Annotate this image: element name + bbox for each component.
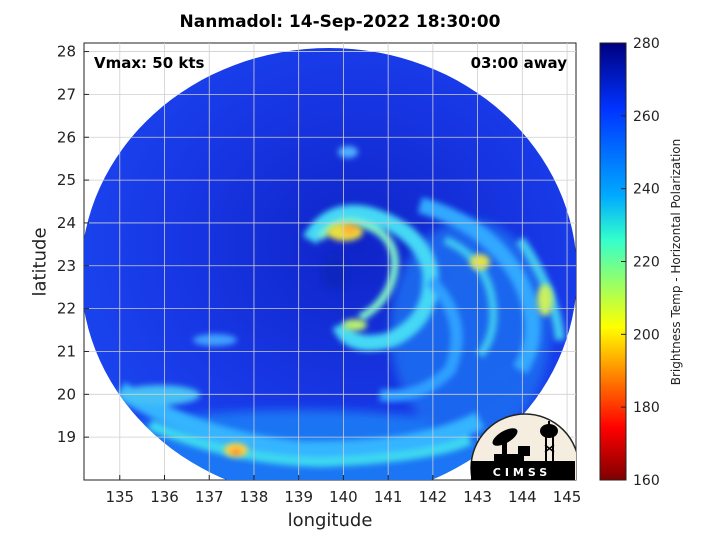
y-tick-label: 26	[57, 128, 76, 146]
y-tick-label: 21	[57, 342, 76, 360]
y-tick-label: 20	[57, 385, 76, 403]
map-title: Nanmadol: 14-Sep-2022 18:30:00	[179, 12, 501, 32]
brightness-temperature-swath	[84, 48, 576, 480]
x-tick-label: 138	[240, 488, 269, 506]
y-tick-label: 22	[57, 300, 76, 318]
colorbar-tick-label: 160	[633, 473, 660, 489]
vmax-annotation: Vmax: 50 kts	[94, 54, 204, 72]
y-tick-label: 24	[57, 214, 76, 232]
colorbar-tick-label: 240	[633, 182, 660, 198]
x-tick-label: 135	[105, 488, 134, 506]
svg-text:CIMSS: CIMSS	[493, 466, 551, 479]
colorbar-tick-label: 260	[633, 109, 660, 125]
colorbar: 160 180 200 220 240 260 280	[599, 36, 660, 489]
x-tick-label: 141	[374, 488, 403, 506]
colorbar-tick-label: 220	[633, 255, 660, 271]
colorbar-label: Brightness Temp - Horizontal Polarizatio…	[669, 138, 683, 386]
x-tick-label: 140	[329, 488, 358, 506]
x-tick-label: 144	[508, 488, 537, 506]
y-axis: 19 20 21 22 23 24 25 26 27 28	[57, 43, 89, 446]
map-grid	[84, 43, 576, 480]
time-away-annotation: 03:00 away	[471, 54, 568, 72]
x-tick-label: 143	[463, 488, 492, 506]
x-tick-label: 139	[284, 488, 313, 506]
x-tick-label: 142	[419, 488, 448, 506]
colorbar-tick-label: 180	[633, 400, 660, 416]
x-axis-label: longitude	[287, 510, 373, 531]
y-tick-label: 27	[57, 85, 76, 103]
x-axis: 135 136 137 138 139 140 141 142 143 144 145	[105, 475, 581, 506]
y-tick-label: 28	[57, 43, 76, 61]
y-tick-label: 25	[57, 171, 76, 189]
colorbar-tick-label: 280	[633, 36, 660, 52]
colorbar-tick-label: 200	[633, 327, 660, 343]
y-tick-label: 23	[57, 257, 76, 275]
x-tick-label: 145	[553, 488, 582, 506]
x-tick-label: 137	[195, 488, 224, 506]
y-tick-label: 19	[57, 428, 76, 446]
x-tick-label: 136	[150, 488, 179, 506]
cimss-logo: CIMSS	[470, 413, 576, 480]
y-axis-label: latitude	[29, 227, 51, 297]
